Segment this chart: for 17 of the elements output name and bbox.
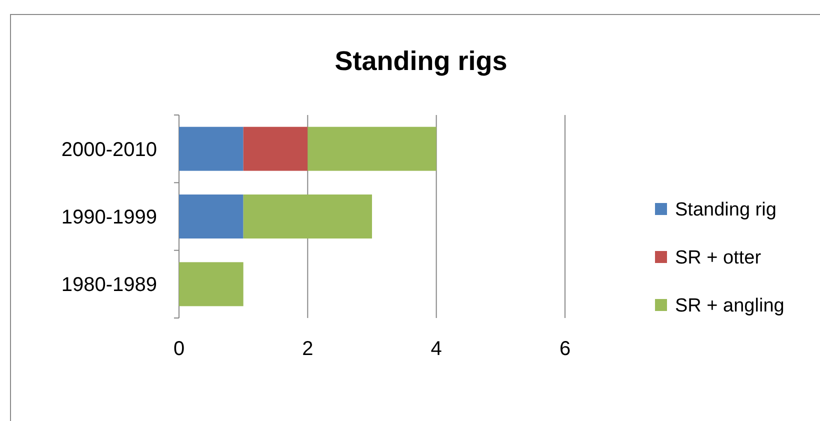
y-tick-label: 1980-1989	[61, 274, 157, 296]
x-tick-label: 2	[302, 338, 314, 360]
y-tick-label: 1990-1999	[61, 206, 157, 228]
x-tick-label: 6	[559, 338, 571, 360]
bar	[243, 194, 372, 238]
bar	[179, 194, 244, 238]
chart-title: Standing rigs	[334, 46, 508, 76]
bar	[243, 126, 308, 171]
bar	[179, 262, 244, 306]
x-tick-label: 0	[173, 338, 185, 360]
bar	[308, 126, 436, 171]
bar	[179, 126, 244, 171]
legend-label: SR + otter	[675, 248, 762, 269]
x-tick-label: 4	[430, 338, 442, 360]
legend-label: SR + angling	[675, 296, 784, 317]
y-tick-label: 2000-2010	[61, 138, 157, 161]
legend-label: Standing rig	[675, 200, 776, 221]
